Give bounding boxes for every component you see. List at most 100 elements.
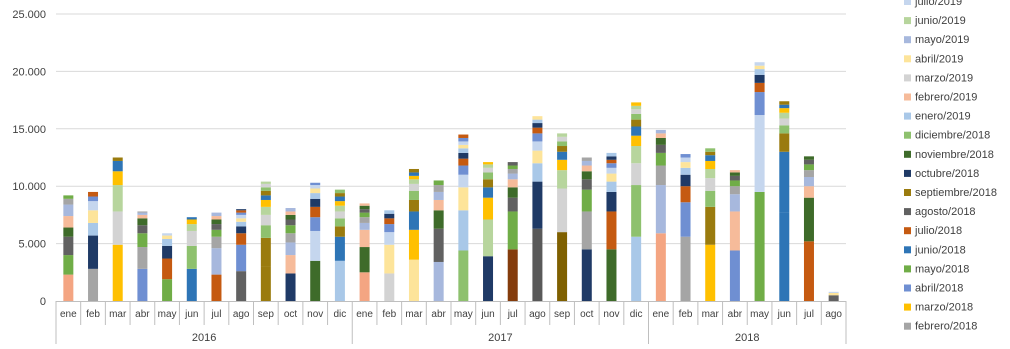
bar-segment: [483, 197, 494, 220]
legend-swatch: [904, 131, 911, 139]
bar-segment: [828, 292, 839, 296]
bar-segment: [705, 151, 716, 156]
bar-segment: [359, 203, 370, 206]
bar-segment: [458, 187, 469, 211]
month-label: ago: [529, 309, 546, 320]
bar-segment: [285, 233, 296, 243]
bar-segment: [754, 62, 765, 66]
bar-segment: [655, 129, 666, 134]
month-label: nov: [307, 309, 323, 320]
y-tick-label: 15.000: [12, 124, 46, 136]
bar-segment: [236, 233, 247, 245]
bar-segment: [754, 74, 765, 83]
bar-segment: [408, 183, 419, 191]
bar-segment: [581, 211, 592, 250]
bar-segment: [606, 152, 617, 157]
bar-segment: [433, 210, 444, 229]
bar-segment: [754, 82, 765, 93]
bar-segment: [384, 244, 395, 274]
bar-segment: [557, 136, 568, 142]
bar-segment: [310, 230, 321, 261]
bar-segment: [754, 115, 765, 192]
bar-segment: [211, 274, 222, 301]
month-label: jul: [803, 309, 814, 320]
legend-label: diciembre/2018: [915, 130, 990, 142]
bar-segment: [334, 196, 345, 202]
bar-segment: [236, 212, 247, 215]
legend: julio/2019 junio/2019 mayo/2019 abril/2019 m…: [904, 0, 997, 333]
bar-segment: [458, 148, 469, 153]
bar-segment: [507, 187, 518, 198]
legend-label: junio/2018: [914, 244, 966, 256]
bar-segment: [384, 224, 395, 233]
legend-label: julio/2019: [914, 0, 962, 8]
bar-segment: [483, 179, 494, 188]
bar-segment: [631, 109, 642, 114]
bar-segment: [186, 230, 197, 246]
bar-segment: [260, 183, 271, 188]
bar-segment: [557, 151, 568, 160]
legend-swatch: [904, 36, 911, 44]
bar-segment: [606, 181, 617, 192]
bar-segment: [803, 170, 814, 178]
bar-segment: [384, 273, 395, 301]
bar-segment: [581, 171, 592, 180]
bar-segment: [828, 295, 839, 301]
month-label: ago: [233, 309, 250, 320]
bar-segment: [631, 185, 642, 237]
legend-label: abril/2018: [915, 283, 963, 295]
bar-segment: [63, 236, 74, 256]
bar-segment: [112, 185, 123, 212]
bar-segment: [63, 216, 74, 228]
bar-segment: [408, 211, 419, 230]
bar-segment: [557, 159, 568, 171]
bar-segment: [162, 245, 173, 259]
bar-segment: [532, 123, 543, 128]
legend-label: mayo/2018: [915, 263, 969, 275]
bar-segment: [310, 188, 321, 194]
bar-segment: [433, 228, 444, 262]
month-label: ago: [825, 309, 842, 320]
bar-segment: [63, 195, 74, 199]
bar-segment: [384, 210, 395, 214]
bar-segment: [680, 167, 691, 175]
bar-segment: [655, 144, 666, 153]
bar-segment: [359, 205, 370, 210]
bar-segment: [705, 148, 716, 152]
bar-segment: [334, 211, 345, 219]
month-label: ene: [653, 309, 670, 320]
bar-segment: [236, 209, 247, 211]
bar-segment: [458, 141, 469, 145]
bar-segment: [581, 157, 592, 161]
bar-segment: [359, 229, 370, 248]
month-label: abr: [431, 309, 446, 320]
bar-segment: [507, 179, 518, 188]
bar-segment: [285, 242, 296, 256]
bar-segment: [211, 236, 222, 249]
bar-segment: [729, 211, 740, 251]
bar-segment: [458, 152, 469, 159]
bar-segment: [408, 229, 419, 260]
bar-segment: [408, 172, 419, 176]
bar-segment: [137, 225, 148, 234]
bar-segment: [112, 211, 123, 245]
bar-segment: [162, 235, 173, 240]
bar-segment: [334, 226, 345, 237]
bar-segment: [705, 155, 716, 161]
bar-segment: [779, 125, 790, 134]
bar-segment: [754, 69, 765, 75]
legend-label: febrero/2018: [915, 321, 977, 333]
bar-segment: [112, 160, 123, 172]
month-label: jun: [777, 309, 791, 320]
month-label: nov: [603, 309, 619, 320]
bar-segment: [779, 151, 790, 213]
bar-segment: [729, 194, 740, 212]
bar-segment: [334, 260, 345, 301]
bar-segment: [631, 113, 642, 120]
bar-segment: [334, 193, 345, 197]
bar-segment: [137, 268, 148, 301]
bar-segment: [655, 233, 666, 301]
month-label: abr: [135, 309, 150, 320]
bar-segment: [705, 244, 716, 301]
legend-swatch: [904, 284, 911, 292]
